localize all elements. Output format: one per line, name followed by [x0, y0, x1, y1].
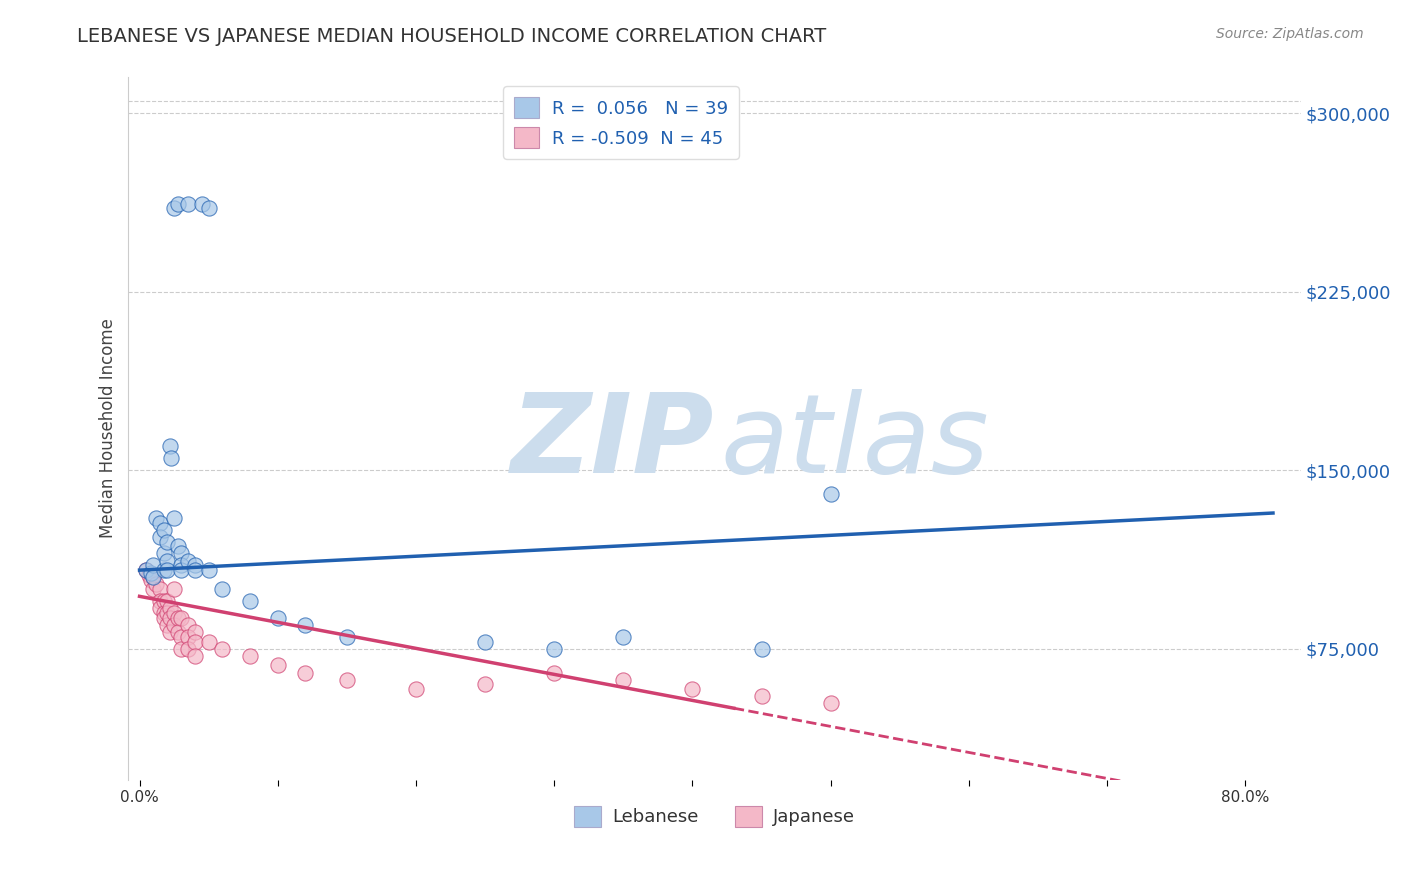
Point — [153, 563, 176, 577]
Point — [153, 594, 176, 608]
Point — [474, 634, 496, 648]
Point — [159, 625, 181, 640]
Point — [139, 566, 162, 580]
Point — [142, 570, 165, 584]
Point — [153, 606, 176, 620]
Point — [149, 601, 172, 615]
Point — [170, 547, 193, 561]
Point — [156, 563, 179, 577]
Point — [184, 634, 207, 648]
Point — [142, 558, 165, 573]
Point — [211, 641, 233, 656]
Point — [267, 658, 290, 673]
Point — [156, 594, 179, 608]
Point — [170, 558, 193, 573]
Point — [336, 630, 359, 644]
Point — [153, 547, 176, 561]
Point — [184, 563, 207, 577]
Point — [153, 523, 176, 537]
Point — [167, 539, 190, 553]
Point — [681, 682, 703, 697]
Point — [239, 594, 262, 608]
Point — [294, 618, 316, 632]
Point — [239, 648, 262, 663]
Point — [336, 673, 359, 687]
Legend: Lebanese, Japanese: Lebanese, Japanese — [567, 798, 862, 834]
Point — [163, 510, 186, 524]
Point — [197, 634, 219, 648]
Point — [149, 594, 172, 608]
Text: ZIP: ZIP — [510, 389, 714, 496]
Point — [820, 487, 842, 501]
Point — [177, 641, 200, 656]
Point — [177, 196, 200, 211]
Point — [156, 606, 179, 620]
Point — [163, 606, 186, 620]
Text: atlas: atlas — [720, 389, 988, 496]
Point — [167, 611, 190, 625]
Point — [167, 625, 190, 640]
Point — [156, 534, 179, 549]
Point — [163, 618, 186, 632]
Point — [167, 196, 190, 211]
Point — [197, 202, 219, 216]
Point — [612, 630, 634, 644]
Point — [177, 554, 200, 568]
Point — [139, 573, 162, 587]
Point — [405, 682, 427, 697]
Point — [153, 611, 176, 625]
Text: LEBANESE VS JAPANESE MEDIAN HOUSEHOLD INCOME CORRELATION CHART: LEBANESE VS JAPANESE MEDIAN HOUSEHOLD IN… — [77, 27, 827, 45]
Point — [197, 563, 219, 577]
Point — [211, 582, 233, 597]
Point — [135, 563, 157, 577]
Point — [160, 451, 183, 466]
Point — [149, 530, 172, 544]
Point — [135, 563, 157, 577]
Point — [156, 618, 179, 632]
Point — [145, 510, 167, 524]
Point — [170, 563, 193, 577]
Point — [267, 611, 290, 625]
Point — [294, 665, 316, 680]
Point — [820, 697, 842, 711]
Point — [159, 611, 181, 625]
Point — [159, 439, 181, 453]
Y-axis label: Median Household Income: Median Household Income — [100, 318, 117, 539]
Point — [170, 641, 193, 656]
Point — [145, 577, 167, 591]
Point — [543, 665, 565, 680]
Point — [177, 618, 200, 632]
Point — [177, 630, 200, 644]
Point — [163, 582, 186, 597]
Point — [149, 516, 172, 530]
Point — [170, 611, 193, 625]
Point — [142, 582, 165, 597]
Point — [184, 558, 207, 573]
Point — [163, 202, 186, 216]
Point — [142, 570, 165, 584]
Point — [751, 641, 773, 656]
Point — [612, 673, 634, 687]
Point — [543, 641, 565, 656]
Point — [474, 677, 496, 691]
Point — [170, 630, 193, 644]
Point — [184, 625, 207, 640]
Point — [751, 690, 773, 704]
Point — [156, 554, 179, 568]
Point — [159, 601, 181, 615]
Point — [149, 582, 172, 597]
Point — [184, 648, 207, 663]
Point — [190, 196, 212, 211]
Text: Source: ZipAtlas.com: Source: ZipAtlas.com — [1216, 27, 1364, 41]
Point — [138, 568, 160, 582]
